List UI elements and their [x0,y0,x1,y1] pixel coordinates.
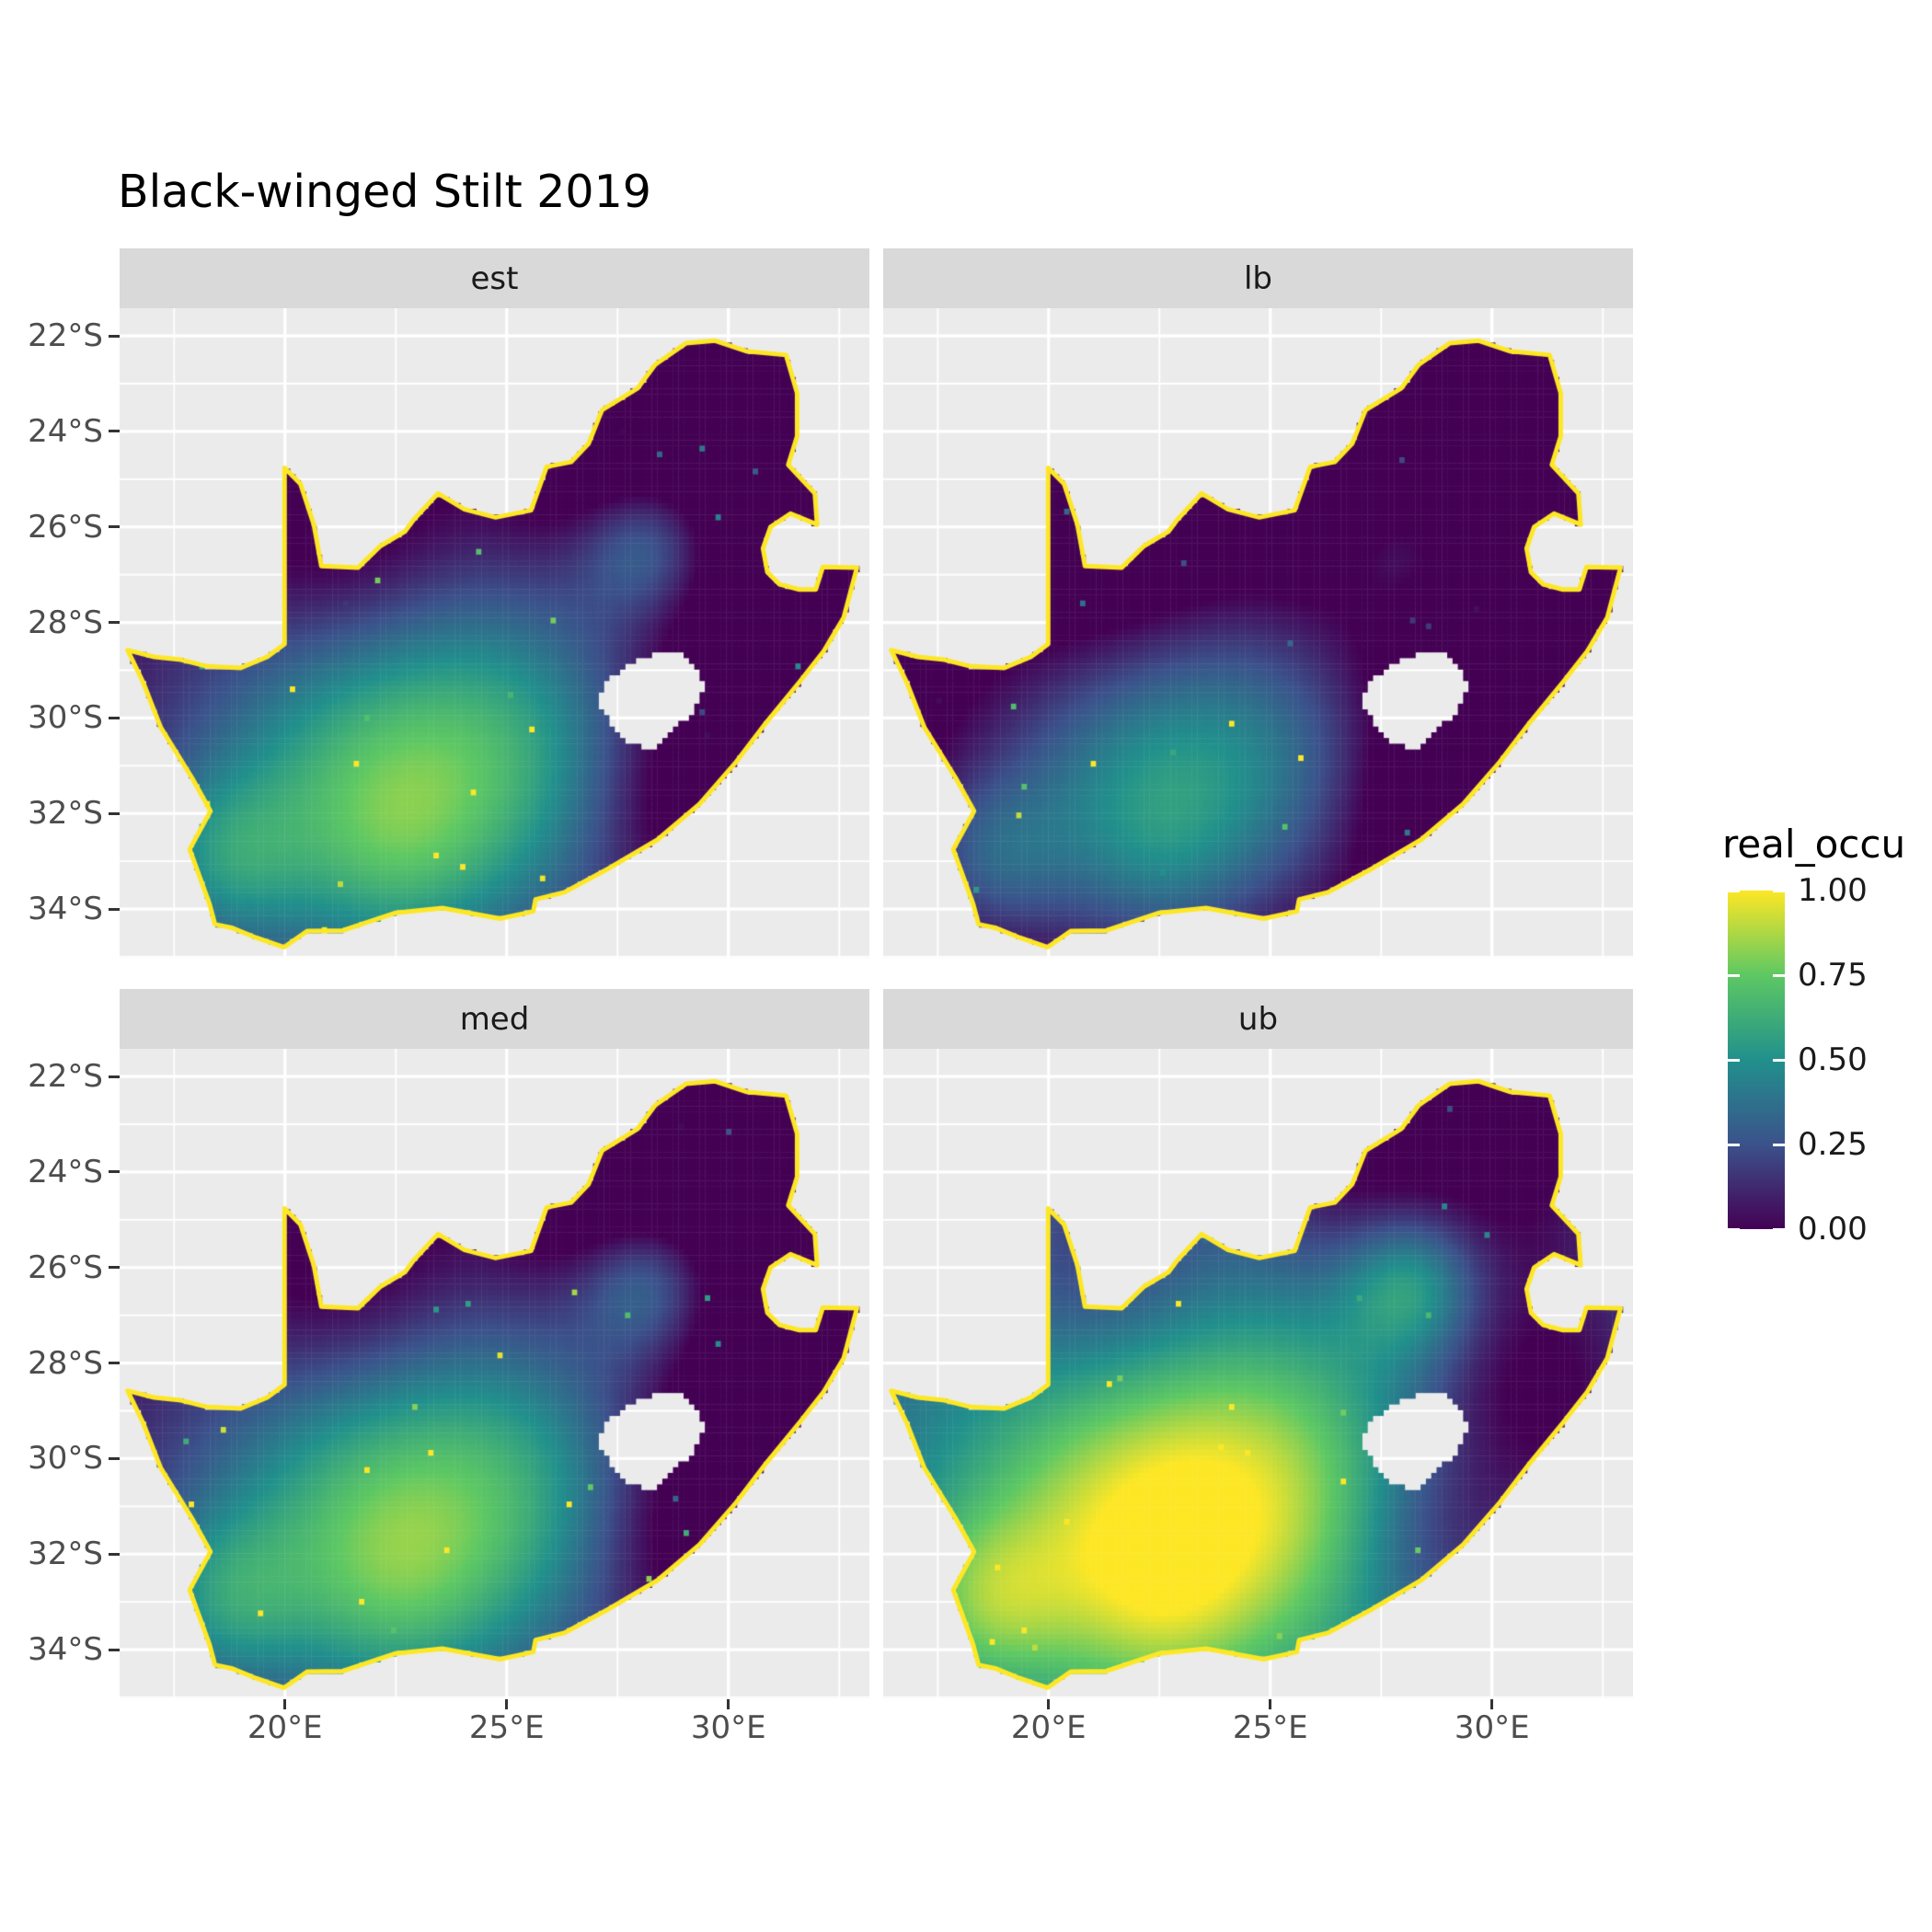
y-tick-mark [109,525,120,529]
y-tick-mark [109,1075,120,1078]
legend-tick-mark [1773,1058,1785,1062]
y-tick-mark [109,1362,120,1365]
legend-tick-mark [1728,889,1740,892]
y-tick-mark [109,1648,120,1651]
y-tick-mark [109,907,120,911]
y-tick-label: 26°S [28,508,103,546]
x-tick-mark [1490,1699,1494,1709]
facet-panel-est [120,308,869,958]
legend-tick-mark [1728,1058,1740,1062]
y-tick-label: 28°S [28,1344,103,1382]
x-tick-label: 20°E [1010,1709,1087,1746]
y-tick-label: 30°S [28,699,103,737]
legend-tick-mark [1773,1143,1785,1146]
x-tick-label: 25°E [1232,1709,1308,1746]
legend-tick-mark [1728,1143,1740,1146]
y-tick-label: 32°S [28,1535,103,1573]
y-tick-label: 24°S [28,412,103,450]
y-tick-mark [109,1552,120,1556]
facet-strip-lb: lb [883,248,1633,308]
y-tick-label: 30°S [28,1440,103,1478]
y-tick-label: 22°S [28,1058,103,1096]
x-tick-mark [505,1699,509,1709]
x-tick-label: 20°E [247,1709,323,1746]
y-tick-mark [109,621,120,625]
legend-tick-label: 1.00 [1798,872,1868,909]
plot-title: Black-winged Stilt 2019 [118,166,651,218]
facet-panel-ub [883,1049,1633,1698]
facet-strip-ub: ub [883,989,1633,1049]
legend-tick-label: 0.75 [1798,957,1868,994]
facet-panel-med [120,1049,869,1698]
facet-panel-lb [883,308,1633,958]
legend-tick-mark [1728,973,1740,977]
y-tick-mark [109,1170,120,1174]
legend-tick-mark [1773,1227,1785,1231]
y-tick-label: 34°S [28,891,103,928]
facet-strip-label-est: est [470,259,519,297]
y-tick-mark [109,1266,120,1270]
x-tick-label: 30°E [690,1709,766,1746]
x-tick-mark [727,1699,730,1709]
x-tick-mark [1269,1699,1272,1709]
x-tick-label: 30°E [1454,1709,1530,1746]
y-tick-label: 26°S [28,1248,103,1286]
y-tick-label: 34°S [28,1631,103,1669]
y-tick-mark [109,334,120,338]
legend-tick-label: 0.00 [1798,1211,1868,1248]
facet-strip-med: med [120,989,869,1049]
facet-strip-label-med: med [459,1000,530,1038]
y-tick-label: 22°S [28,317,103,355]
legend-tick-mark [1728,1227,1740,1231]
x-tick-mark [1047,1699,1051,1709]
y-tick-label: 24°S [28,1153,103,1190]
y-tick-mark [109,1456,120,1460]
legend-tick-mark [1773,889,1785,892]
legend-tick-label: 0.25 [1798,1126,1868,1163]
facet-strip-label-ub: ub [1237,1000,1279,1038]
y-tick-mark [109,716,120,719]
legend-title: real_occu [1722,822,1906,867]
y-tick-label: 32°S [28,795,103,833]
y-tick-mark [109,811,120,815]
legend-tick-mark [1773,973,1785,977]
x-tick-mark [283,1699,287,1709]
y-tick-label: 28°S [28,604,103,641]
x-tick-label: 25°E [468,1709,545,1746]
facet-strip-est: est [120,248,869,308]
legend-tick-label: 0.50 [1798,1041,1868,1078]
facet-strip-label-lb: lb [1243,259,1273,297]
y-tick-mark [109,430,120,433]
